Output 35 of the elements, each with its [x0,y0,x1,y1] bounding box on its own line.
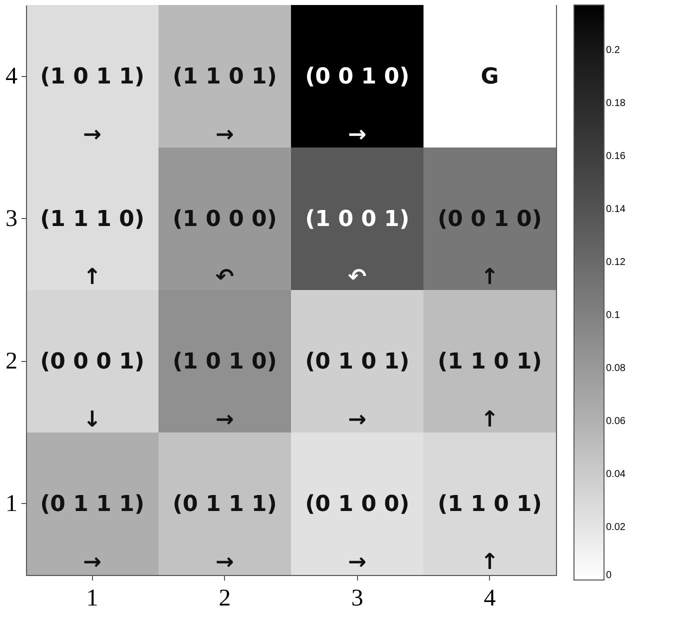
color-bar-label: 0.08 [606,363,626,374]
y-tick-label: 1 [6,490,18,517]
x-tick-label: 2 [218,586,231,612]
color-bar-label: 0.16 [606,151,626,162]
x-tick-label: 3 [351,586,364,612]
text: (1 0 0 0) ↶ [172,206,277,290]
text: (0 1 0 1) → [305,349,410,432]
text: (0 1 1 1) → [40,492,144,575]
x-tick-label: 1 [86,586,98,612]
text: (0 0 1 0) → [305,64,410,148]
text: (0 1 1 1) → [172,492,277,575]
color-bar-label: 0.06 [606,416,626,428]
text: (1 0 0 1) ↶ [305,206,410,290]
color-bar-label: 0.12 [606,257,626,268]
y-tick-label: 2 [6,348,18,374]
text: (0 1 0 0) → [305,492,410,575]
x-tick-label: 4 [484,586,496,612]
y-tick-label: 4 [6,63,18,90]
color-bar-label: 0.2 [606,45,620,56]
data-label: G [480,64,499,90]
color-bar-label: 0.18 [606,98,626,110]
text: (1 1 0 1) → [172,64,277,148]
text: (1 1 0 1) ↑ [438,492,542,575]
color-bar-label: 0.1 [606,310,620,322]
color-bar-label: 0.14 [606,204,626,216]
color-bar-label: 0.04 [606,469,626,480]
y-tick-label: 3 [6,206,18,232]
color-bar-label: 0.02 [606,522,626,534]
text: (0 0 0 1) ↓ [40,349,144,432]
text: (0 0 1 0) ↑ [438,206,542,290]
text: (1 0 1 0) → [172,349,277,432]
text: (1 0 1 1) → [40,64,144,148]
text: (1 1 1 0) ↑ [40,206,144,290]
color-bar-label: 0 [606,570,612,581]
text: (1 1 0 1) ↑ [438,349,542,432]
